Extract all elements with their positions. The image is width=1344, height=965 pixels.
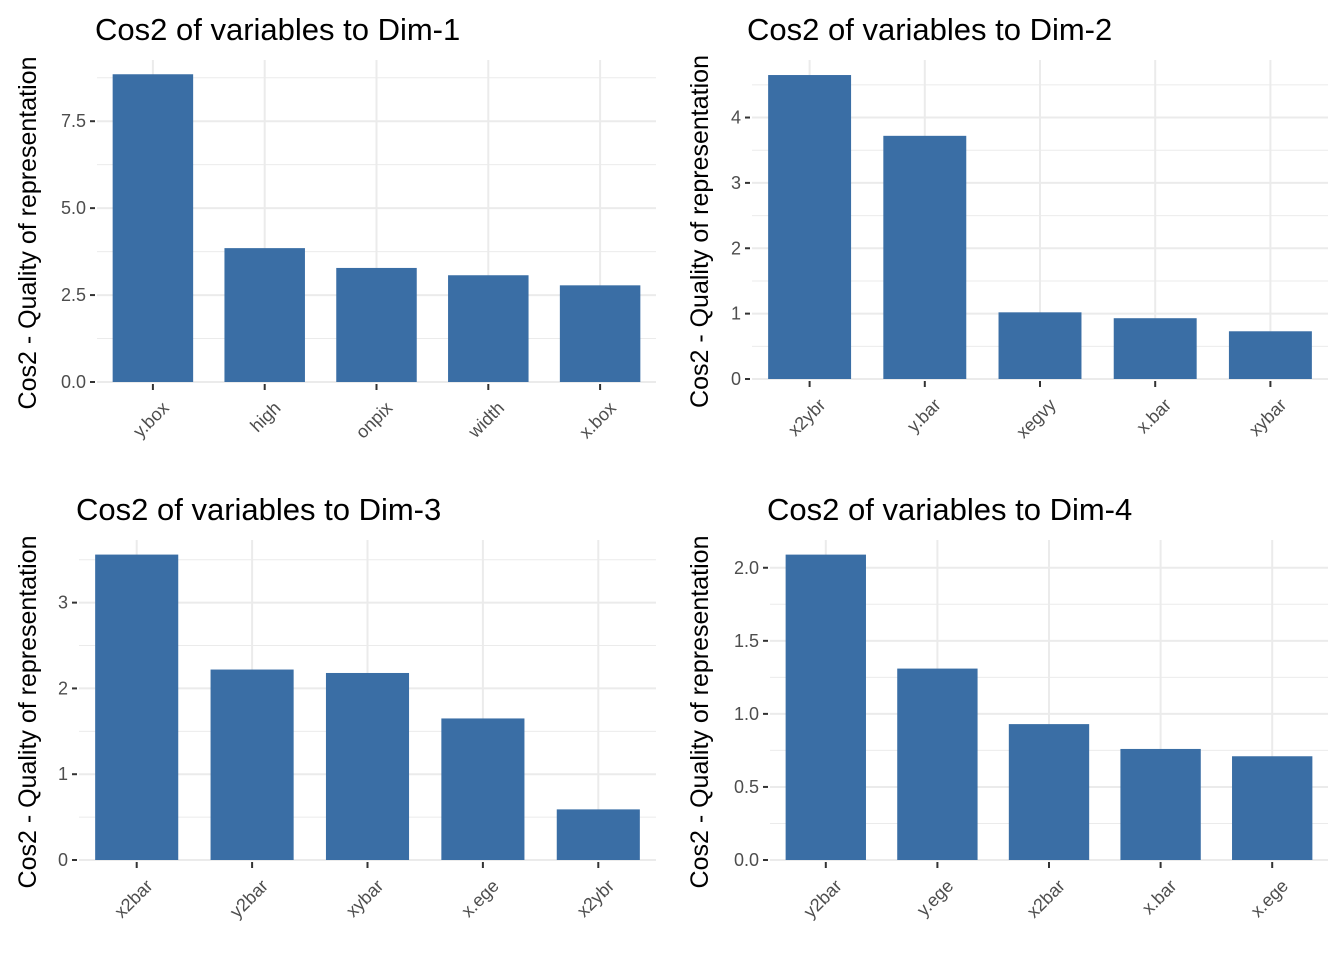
- y-tick-label: 7.5: [61, 111, 86, 131]
- x-axis: x2ybr y.bar xegvy x.bar xybar: [784, 381, 1290, 442]
- x-tick-label: xybar: [1245, 395, 1290, 440]
- x-axis: y.box high onpix width x.box: [129, 384, 620, 442]
- y-tick-label: 2: [731, 238, 741, 258]
- y-tick-label: 3: [731, 173, 741, 193]
- x-tick-label: y.ege: [913, 876, 957, 920]
- x-tick-label: y.bar: [903, 395, 944, 436]
- y-axis: 0 1 2 3 4: [731, 108, 750, 389]
- bar-xybar: [1228, 331, 1312, 379]
- y-tick-label: 4: [731, 108, 741, 128]
- y-tick-label: 0.5: [734, 777, 759, 797]
- bars: [785, 554, 1313, 860]
- bar-width: [448, 275, 529, 382]
- chart-panel-dim-2: 0 1 2 3 4 x2ybr y.bar xegvy x.bar xybar Cos2 of va…: [672, 0, 1344, 480]
- bar-high: [224, 248, 305, 382]
- x-axis: x2bar y2bar xybar x.ege x2ybr: [111, 862, 618, 922]
- y-axis: 0 1 2 3: [58, 593, 77, 870]
- x-tick-label: x2ybr: [573, 876, 618, 921]
- bar-y.ege: [897, 668, 978, 860]
- x-tick-label: onpix: [352, 398, 397, 443]
- bar-x2bar: [1008, 724, 1090, 860]
- chart-panel-dim-3: 0 1 2 3 x2bar y2bar xybar x.ege x2ybr Cos2 of var…: [0, 480, 672, 960]
- y-axis: 0.0 0.5 1.0 1.5 2.0: [734, 558, 768, 870]
- chart-panel-dim-1: 0.0 2.5 5.0 7.5 y.box high onpix width x.box Cos2…: [0, 0, 672, 480]
- bar-x2bar: [95, 554, 179, 860]
- bars: [112, 74, 641, 382]
- bar-chart-svg: 0.0 0.5 1.0 1.5 2.0 y2bar y.ege x2bar x.bar x.ege…: [686, 492, 1328, 922]
- y-tick-label: 1: [731, 304, 741, 324]
- bars: [95, 554, 640, 860]
- x-tick-label: x2bar: [111, 876, 157, 922]
- chart-title: Cos2 of variables to Dim-2: [747, 12, 1112, 47]
- x-tick-label: x.ege: [1247, 876, 1292, 921]
- x-tick-label: y2bar: [226, 876, 272, 922]
- bar-chart-svg: 0.0 2.5 5.0 7.5 y.box high onpix width x.box Cos2…: [14, 12, 656, 442]
- bar-xybar: [325, 672, 410, 860]
- x-tick-label: x.bar: [1138, 876, 1180, 918]
- y-tick-label: 1.5: [734, 631, 759, 651]
- chart-title: Cos2 of variables to Dim-1: [95, 12, 460, 47]
- y-tick-label: 2.5: [61, 285, 86, 305]
- bar-xegvy: [998, 312, 1082, 379]
- bar-x.bar: [1113, 318, 1197, 379]
- x-tick-label: y2bar: [800, 876, 846, 922]
- y-axis-title: Cos2 - Quality of representation: [14, 536, 42, 889]
- x-tick-label: x.box: [575, 398, 620, 443]
- bar-x.box: [559, 285, 641, 382]
- y-tick-label: 1: [58, 764, 68, 784]
- y-tick-label: 2: [58, 678, 68, 698]
- x-tick-label: x2bar: [1023, 876, 1069, 922]
- bar-x2ybr: [556, 809, 640, 860]
- y-axis-title: Cos2 - Quality of representation: [14, 57, 42, 410]
- bar-x.bar: [1120, 748, 1201, 860]
- y-tick-label: 5.0: [61, 198, 86, 218]
- x-tick-label: xybar: [342, 876, 387, 921]
- y-tick-label: 0.0: [734, 850, 759, 870]
- x-tick-label: x2ybr: [784, 395, 829, 440]
- bar-y.box: [112, 74, 194, 382]
- y-tick-label: 0: [58, 850, 68, 870]
- x-tick-label: x.ege: [457, 876, 502, 921]
- bar-y2bar: [785, 554, 866, 860]
- bar-chart-svg: 0 1 2 3 x2bar y2bar xybar x.ege x2ybr Cos2 of var…: [14, 492, 656, 922]
- y-tick-label: 1.0: [734, 704, 759, 724]
- x-tick-label: width: [464, 398, 509, 443]
- y-axis: 0.0 2.5 5.0 7.5: [61, 111, 95, 392]
- y-tick-label: 3: [58, 593, 68, 613]
- y-tick-label: 2.0: [734, 558, 759, 578]
- x-axis: y2bar y.ege x2bar x.bar x.ege: [800, 862, 1292, 922]
- x-tick-label: high: [246, 398, 284, 436]
- x-tick-label: x.bar: [1133, 395, 1175, 437]
- y-tick-label: 0.0: [61, 372, 86, 392]
- x-tick-label: y.box: [129, 398, 173, 442]
- bars: [768, 75, 1312, 379]
- bar-y2bar: [210, 669, 294, 860]
- bar-x.ege: [441, 718, 525, 860]
- y-axis-title: Cos2 - Quality of representation: [686, 536, 714, 889]
- bar-x.ege: [1232, 756, 1313, 860]
- chart-panel-dim-4: 0.0 0.5 1.0 1.5 2.0 y2bar y.ege x2bar x.bar x.ege…: [672, 480, 1344, 960]
- y-axis-title: Cos2 - Quality of representation: [686, 55, 714, 408]
- y-tick-label: 0: [731, 369, 741, 389]
- bar-chart-svg: 0 1 2 3 4 x2ybr y.bar xegvy x.bar xybar Cos2 of va…: [686, 12, 1328, 442]
- x-tick-label: xegvy: [1012, 395, 1059, 442]
- bar-x2ybr: [768, 75, 852, 379]
- bar-onpix: [336, 267, 417, 382]
- chart-title: Cos2 of variables to Dim-4: [767, 492, 1132, 527]
- bar-y.bar: [883, 135, 967, 379]
- chart-title: Cos2 of variables to Dim-3: [76, 492, 441, 527]
